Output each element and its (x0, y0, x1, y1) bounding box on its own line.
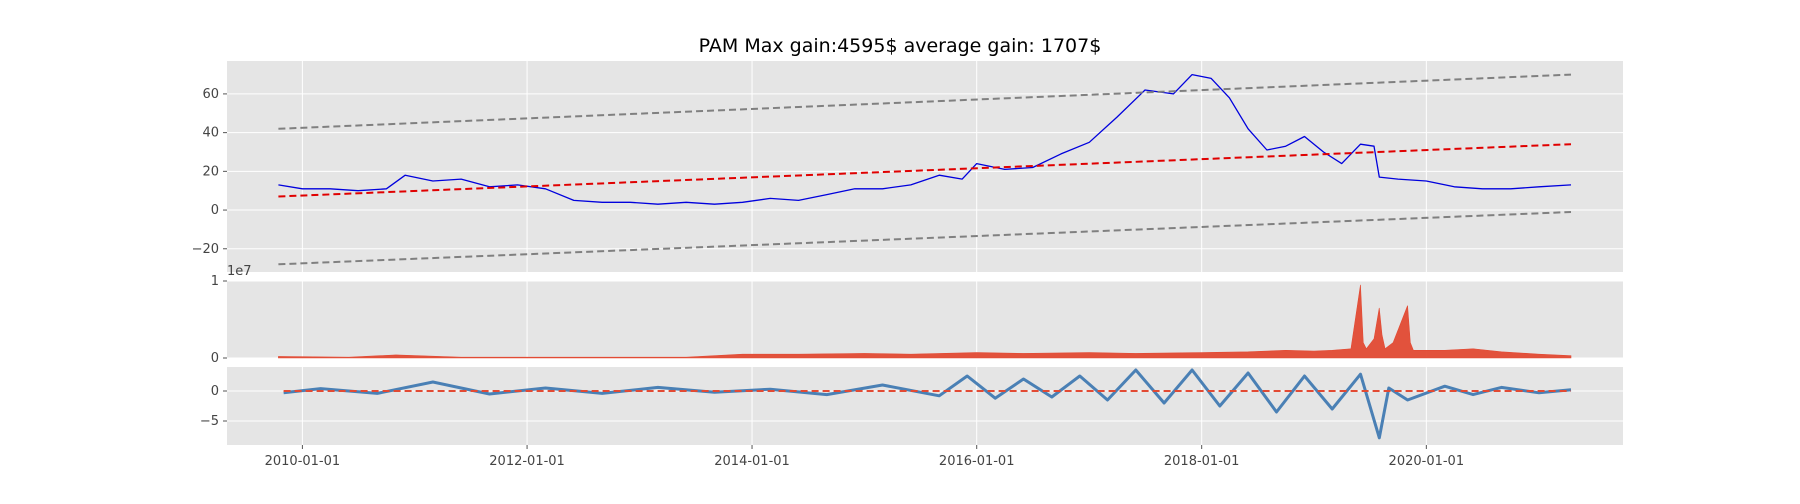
volume-panel-bg (227, 281, 1623, 358)
y-tick-label-p0-3: 40 (202, 126, 219, 141)
series-upper-band (278, 73, 1572, 130)
y-tick-label-p0-1: 0 (211, 203, 219, 218)
y-tick-label-p0-0: −20 (192, 242, 219, 257)
series-lower-band (278, 211, 1572, 266)
series-oscillator (283, 368, 1572, 440)
volume-exponent-label: 1e7 (227, 264, 252, 279)
y-tick-label-p0-2: 20 (202, 164, 219, 179)
y-tick-label-p1-0: 0 (211, 351, 219, 366)
y-tick-label-p2-1: 0 (211, 384, 219, 399)
x-tick-label-0: 2010-01-01 (265, 454, 341, 469)
x-tick-label-4: 2018-01-01 (1164, 454, 1240, 469)
x-tick-label-3: 2016-01-01 (939, 454, 1015, 469)
chart-title: PAM Max gain:4595$ average gain: 1707$ (699, 35, 1102, 57)
series-price (278, 73, 1572, 205)
price-panel-bg (227, 61, 1623, 272)
y-tick-label-p1-1: 1 (211, 274, 219, 289)
x-tick-label-5: 2020-01-01 (1389, 454, 1465, 469)
oscillator-panel-bg (227, 367, 1623, 445)
x-tick-label-2: 2014-01-01 (714, 454, 790, 469)
x-tick-label-1: 2012-01-01 (489, 454, 565, 469)
series-trend (278, 143, 1572, 198)
chart-marks: −20 0 20 40 60 0 1 −5 0 2010-01-01 2012-01-01 2014-… (192, 61, 1623, 469)
y-tick-label-p2-0: −5 (200, 414, 219, 429)
y-tick-label-p0-4: 60 (202, 87, 219, 102)
series-volume (278, 284, 1572, 359)
